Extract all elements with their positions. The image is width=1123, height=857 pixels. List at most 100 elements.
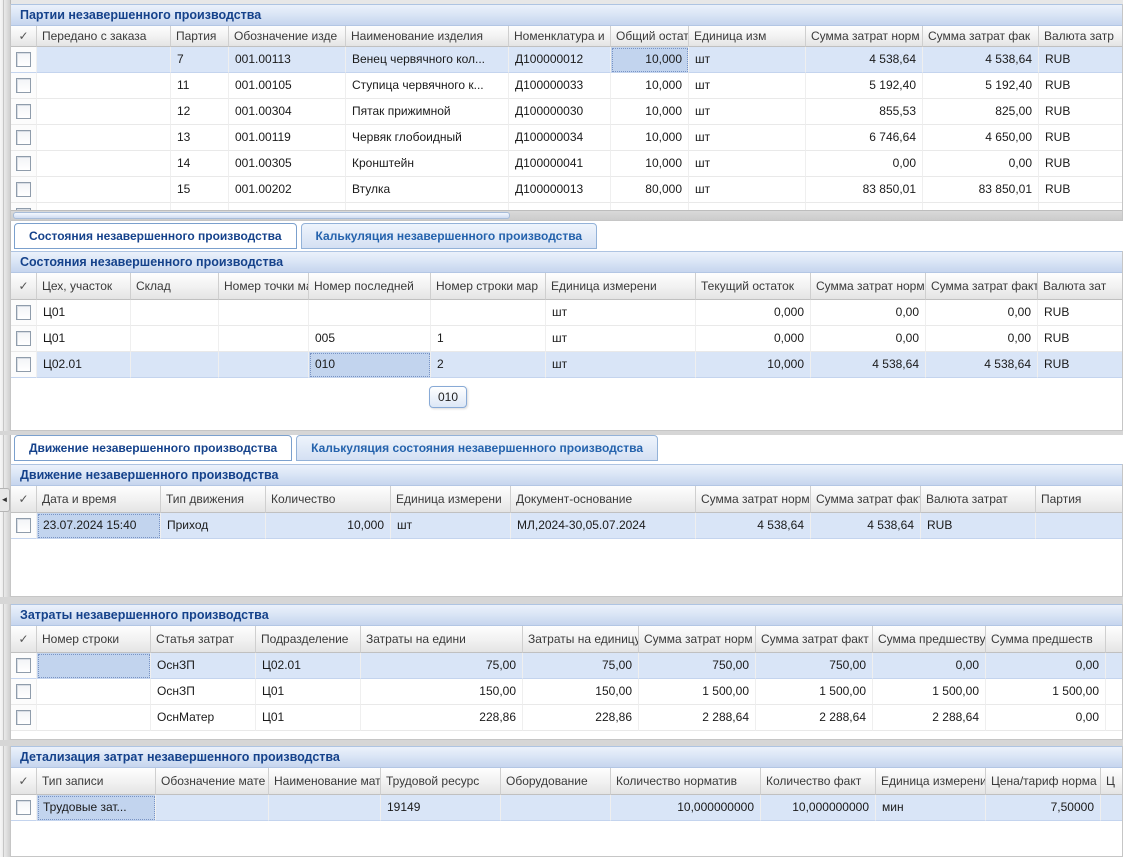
row-checkbox[interactable] (16, 130, 31, 145)
table-row[interactable]: 23.07.2024 15:40 Приход 10,000 шт МЛ,2024-30… (11, 513, 1122, 539)
grid-cell[interactable]: Ц01 (256, 705, 361, 731)
column-header[interactable]: Подразделение (256, 626, 361, 653)
grid-cell[interactable]: 001.00202 (229, 177, 346, 203)
table-row[interactable]: Ц02.01 010 2 шт 10,000 4 538,64 4 538,64 RUB (11, 352, 1122, 378)
grid-cell[interactable]: 750,00 (639, 653, 756, 679)
grid-cell[interactable] (219, 352, 309, 378)
grid-cell[interactable]: RUB (1039, 203, 1122, 211)
grid-cell[interactable]: 13 (171, 125, 229, 151)
grid-cell[interactable]: Д100000013 (509, 177, 611, 203)
column-header[interactable]: Текущий остаток (696, 273, 811, 300)
grid-cell[interactable]: МЛ,2024-30,05.07.2024 (511, 513, 696, 539)
grid-cell[interactable]: 2 288,64 (873, 705, 986, 731)
grid-cell[interactable] (309, 300, 431, 326)
grid-cell[interactable] (1036, 513, 1122, 539)
column-header[interactable]: Сумма затрат норм (639, 626, 756, 653)
grid-cell[interactable]: 4 538,64 (926, 352, 1038, 378)
column-header[interactable]: Номер последней (309, 273, 431, 300)
select-all-column-header[interactable]: ✓ (11, 626, 37, 653)
scrollbar-thumb[interactable] (13, 212, 510, 219)
grid-cell[interactable]: шт (689, 177, 806, 203)
grid-cell[interactable]: Д100000041 (509, 151, 611, 177)
grid-cell[interactable] (37, 177, 171, 203)
row-checkbox[interactable] (16, 331, 31, 346)
column-header[interactable]: Цех, участок (37, 273, 131, 300)
grid-cell[interactable] (1106, 705, 1122, 731)
column-header[interactable]: Наименование мат (269, 768, 381, 795)
column-header[interactable]: Оборудование (501, 768, 611, 795)
grid-cell[interactable]: 10,000000000 (611, 795, 761, 821)
grid-cell[interactable]: 10,000 (611, 47, 689, 73)
grid-cell[interactable]: 10,000 (611, 99, 689, 125)
column-header[interactable]: Наименование изделия (346, 26, 509, 47)
grid-cell[interactable]: RUB (1039, 125, 1122, 151)
grid-cell[interactable]: 150,00 (361, 679, 523, 705)
grid-cell[interactable]: 80,000 (611, 177, 689, 203)
grid-cell[interactable]: 005 (309, 326, 431, 352)
row-checkbox[interactable] (16, 52, 31, 67)
grid-cell[interactable]: 0,00 (986, 705, 1106, 731)
grid-cell[interactable]: Ц01 (37, 300, 131, 326)
table-row[interactable]: ОснЗП Ц01 150,00 150,00 1 500,00 1 500,00 1 50… (11, 679, 1122, 705)
grid-cell[interactable]: 0,00 (811, 326, 926, 352)
column-header[interactable]: Затраты на едини (361, 626, 523, 653)
column-header[interactable]: Сумма затрат норм (696, 486, 811, 513)
grid-cell[interactable]: 12 (171, 99, 229, 125)
grid-cell[interactable]: 010 (309, 352, 431, 378)
row-checkbox[interactable] (16, 305, 31, 320)
grid-cell[interactable]: 0,00 (811, 300, 926, 326)
column-header[interactable]: Номенклатура и (509, 26, 611, 47)
grid-cell[interactable]: Д100000018 (509, 203, 611, 211)
grid-cell[interactable]: мин (876, 795, 986, 821)
column-header[interactable]: Дата и время (37, 486, 161, 513)
row-checkbox[interactable] (16, 518, 31, 533)
select-all-column-header[interactable]: ✓ (11, 26, 37, 47)
table-row[interactable]: ОснМатер Ц01 228,86 228,86 2 288,64 2 288,64 2… (11, 705, 1122, 731)
grid-cell[interactable]: Втулка (346, 177, 509, 203)
grid-cell[interactable]: 0,00 (926, 326, 1038, 352)
collapse-left-icon[interactable]: ◄ (0, 488, 10, 512)
table-row[interactable]: 21001.00401Крепление фланцевоеД100000018… (11, 203, 1122, 211)
grid-cell[interactable]: 10,000 (266, 513, 391, 539)
grid-cell[interactable]: 1 500,00 (756, 679, 873, 705)
column-header[interactable]: Единица измерени (391, 486, 511, 513)
grid-cell[interactable]: шт (546, 326, 696, 352)
column-header[interactable]: Сумма затрат факт (811, 486, 921, 513)
grid-cell[interactable] (431, 300, 546, 326)
column-header[interactable]: Единица измерени (546, 273, 696, 300)
grid-cell[interactable]: 10,000 (611, 125, 689, 151)
grid-cell[interactable]: 001.00119 (229, 125, 346, 151)
grid-cell[interactable] (131, 326, 219, 352)
column-header[interactable]: Сумма предшеству (873, 626, 986, 653)
grid-cell[interactable]: 6 746,64 (806, 125, 923, 151)
column-header[interactable]: Номер точки марш (219, 273, 309, 300)
grid-cell[interactable]: Ступица червячного к... (346, 73, 509, 99)
grid-cell[interactable]: 1 500,00 (873, 679, 986, 705)
grid-cell[interactable]: ОснЗП (151, 653, 256, 679)
table-row[interactable]: 7 001.00113 Венец червячного кол... Д100000… (11, 47, 1122, 73)
grid-cell[interactable]: Ц02.01 (256, 653, 361, 679)
column-header[interactable]: Затраты на единицу (523, 626, 639, 653)
grid-cell[interactable]: RUB (1039, 73, 1122, 99)
row-checkbox[interactable] (16, 208, 31, 211)
grid-cell[interactable]: Крепление фланцевое (346, 203, 509, 211)
column-header[interactable]: Передано с заказа (37, 26, 171, 47)
grid-cell[interactable]: RUB (1038, 300, 1122, 326)
grid-cell[interactable]: Кронштейн (346, 151, 509, 177)
column-header[interactable] (1106, 626, 1122, 653)
grid-cell[interactable]: 0,00 (806, 151, 923, 177)
table-row[interactable]: 11 001.00105 Ступица червячного к... Д10000… (11, 73, 1122, 99)
grid-cell[interactable]: 21 (171, 203, 229, 211)
grid-cell[interactable]: 2 288,64 (639, 705, 756, 731)
grid-cell[interactable]: 7,50000 (986, 795, 1101, 821)
grid-cell[interactable]: 750,00 (756, 653, 873, 679)
column-header[interactable]: Общий остаток. (611, 26, 689, 47)
column-header[interactable]: Единица измерени (876, 768, 986, 795)
grid-cell[interactable]: 855,53 (806, 99, 923, 125)
grid-cell[interactable]: 228,86 (523, 705, 639, 731)
grid-cell[interactable] (219, 326, 309, 352)
column-header[interactable]: Сумма затрат фак (923, 26, 1039, 47)
grid-cell[interactable]: 1 500,00 (986, 679, 1106, 705)
grid-cell[interactable] (37, 151, 171, 177)
grid-cell[interactable]: шт (689, 151, 806, 177)
